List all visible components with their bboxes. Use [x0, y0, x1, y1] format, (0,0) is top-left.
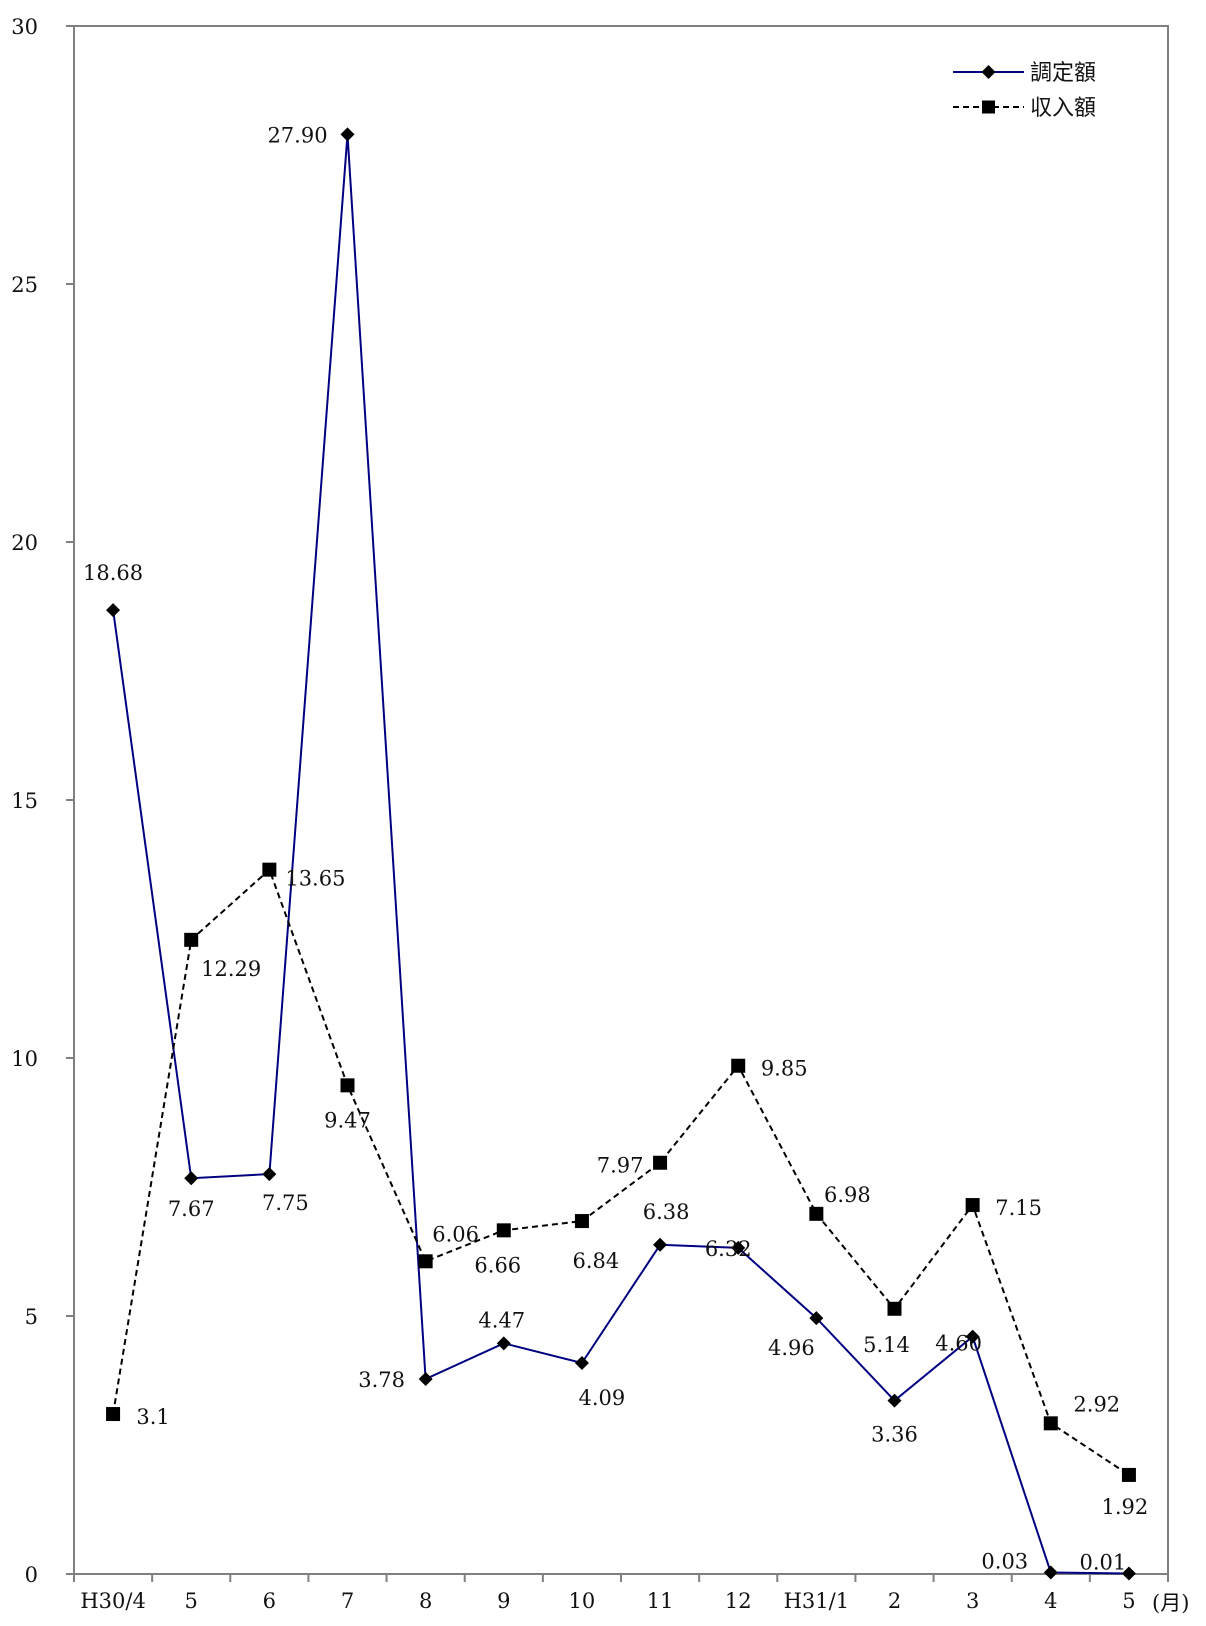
data-point-square — [262, 862, 277, 877]
data-point-square — [1043, 1416, 1058, 1431]
x-tick-label: 2 — [888, 1589, 901, 1613]
x-tick-label: 6 — [263, 1589, 276, 1613]
data-label: 4.96 — [768, 1336, 815, 1360]
x-tick-label: H30/4 — [80, 1589, 145, 1613]
data-label: 3.36 — [871, 1423, 918, 1447]
series-line-2 — [112, 867, 1130, 1476]
data-label: 9.85 — [761, 1057, 808, 1081]
data-point-diamond — [340, 127, 355, 142]
data-label: 13.65 — [285, 867, 345, 891]
data-label: 7.67 — [168, 1197, 215, 1221]
data-label: 7.15 — [995, 1196, 1042, 1220]
x-tick-label: 3 — [966, 1589, 979, 1613]
data-point-diamond — [809, 1311, 824, 1326]
data-label: 6.84 — [573, 1249, 620, 1273]
data-point-diamond — [106, 603, 121, 618]
plot-area — [73, 25, 1169, 1575]
data-point-diamond — [1121, 1566, 1136, 1581]
data-point-square — [1121, 1467, 1136, 1482]
data-label: 4.60 — [935, 1332, 982, 1356]
data-label: 0.01 — [1080, 1551, 1127, 1575]
y-tick-label: 30 — [11, 15, 38, 39]
data-point-square — [106, 1407, 121, 1422]
data-point-square — [731, 1058, 746, 1073]
data-point-diamond — [496, 1336, 511, 1351]
legend-marker-diamond — [981, 65, 996, 79]
x-axis-unit-label: (月) — [1152, 1591, 1189, 1615]
data-label: 6.38 — [643, 1200, 690, 1224]
data-point-square — [574, 1214, 589, 1229]
data-label: 1.92 — [1102, 1495, 1149, 1519]
data-point-square — [340, 1078, 355, 1093]
data-labels-layer: 18.68 7.67 7.75 27.90 3.78 4.47 4.09 6.38 6.32 4.… — [83, 123, 1148, 1574]
x-axis: (月) H30/4 5 6 7 8 9 10 11 12 H31/1 2 3 4 5 — [73, 1574, 1189, 1615]
data-label: 18.68 — [83, 561, 143, 585]
data-label: 6.32 — [705, 1237, 752, 1261]
x-tick-label: 8 — [419, 1589, 432, 1613]
x-tick-label: 7 — [341, 1589, 354, 1613]
data-label: 6.98 — [824, 1183, 871, 1207]
y-tick-label: 0 — [25, 1563, 38, 1587]
data-point-square — [418, 1254, 433, 1269]
data-label: 3.1 — [136, 1405, 169, 1429]
x-tick-label: H31/1 — [784, 1589, 849, 1613]
data-label: 12.29 — [201, 957, 261, 981]
legend: 調定額 収入額 — [953, 61, 1096, 121]
data-point-diamond — [574, 1355, 589, 1370]
y-tick-label: 25 — [11, 273, 38, 297]
x-tick-label: 5 — [185, 1589, 198, 1613]
legend-marker-square — [982, 100, 995, 114]
y-tick-label: 15 — [11, 789, 38, 813]
y-tick-label: 10 — [11, 1047, 38, 1071]
legend-label-series-1: 調定額 — [1030, 61, 1096, 86]
x-tick-label: 9 — [497, 1589, 510, 1613]
data-label: 5.14 — [863, 1333, 910, 1357]
data-point-diamond — [965, 1329, 980, 1344]
data-label: 2.92 — [1073, 1392, 1120, 1416]
data-point-square — [809, 1206, 824, 1221]
series-layer — [106, 127, 1136, 1581]
data-point-square — [887, 1301, 902, 1316]
series-line-1 — [112, 134, 1129, 1575]
data-label: 9.47 — [324, 1108, 371, 1132]
data-point-square — [496, 1223, 511, 1238]
x-tick-label: 4 — [1044, 1589, 1057, 1613]
data-label: 27.90 — [267, 123, 327, 147]
data-label: 7.97 — [597, 1154, 644, 1178]
data-point-diamond — [418, 1371, 433, 1386]
data-label: 4.47 — [478, 1308, 525, 1332]
data-label: 6.66 — [474, 1253, 521, 1277]
data-label: 4.09 — [579, 1386, 626, 1410]
legend-label-series-2: 収入額 — [1030, 96, 1096, 121]
data-point-square — [653, 1155, 668, 1170]
data-point-diamond — [731, 1240, 746, 1255]
data-point-square — [184, 932, 199, 947]
y-tick-label: 20 — [11, 531, 38, 555]
data-point-diamond — [184, 1171, 199, 1186]
data-point-diamond — [653, 1237, 668, 1252]
data-point-diamond — [262, 1167, 277, 1182]
x-tick-label: 5 — [1122, 1589, 1135, 1613]
y-axis: 0 5 10 15 20 25 30 — [11, 15, 74, 1587]
x-tick-label: 11 — [647, 1589, 674, 1613]
data-label: 6.06 — [432, 1222, 479, 1246]
y-tick-label: 5 — [25, 1305, 38, 1329]
x-tick-label: 12 — [725, 1589, 752, 1613]
data-point-diamond — [887, 1393, 902, 1408]
data-point-square — [965, 1198, 980, 1213]
data-label: 3.78 — [358, 1368, 405, 1392]
data-label: 0.03 — [981, 1550, 1028, 1574]
data-point-diamond — [1043, 1565, 1058, 1580]
data-label: 7.75 — [262, 1191, 309, 1215]
x-tick-label: 10 — [569, 1589, 596, 1613]
